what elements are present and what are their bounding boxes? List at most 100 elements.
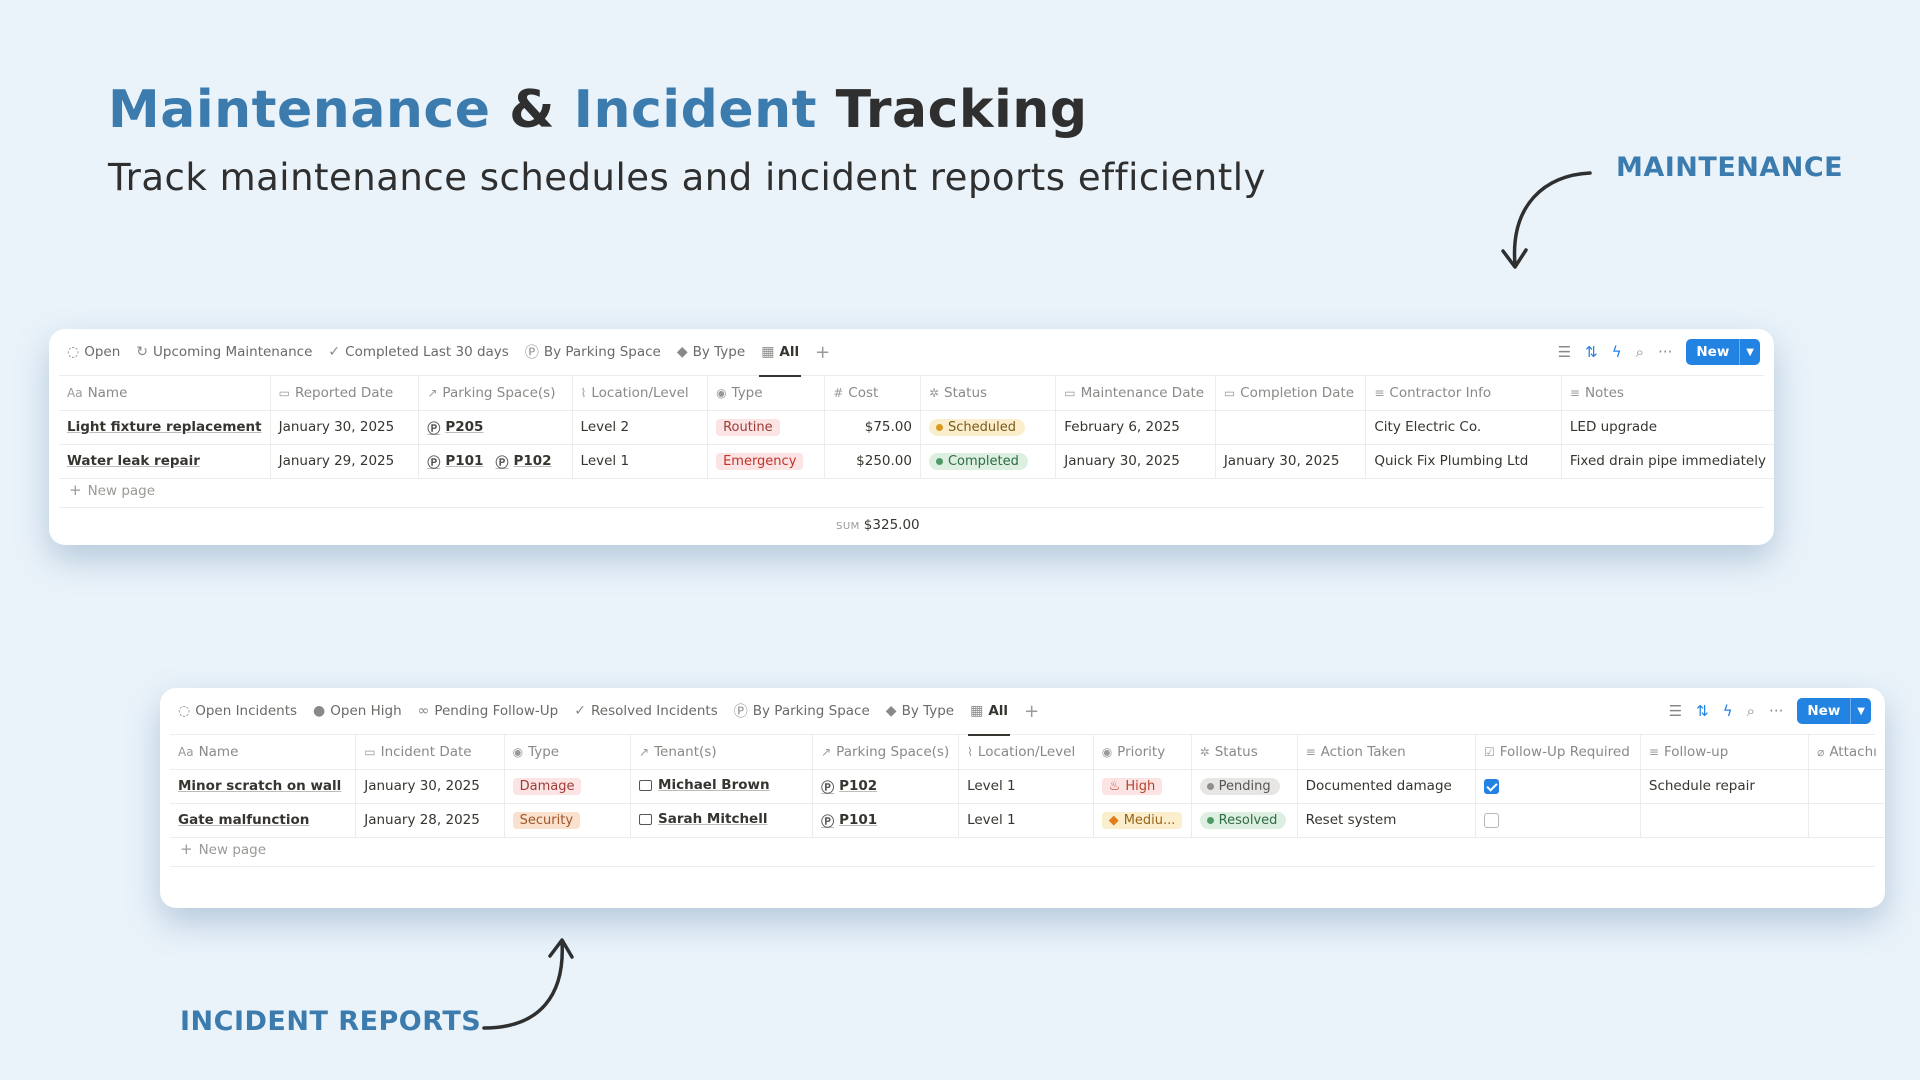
- row-attachments[interactable]: [1808, 803, 1885, 838]
- col-follow-up[interactable]: ≡ Follow-up: [1640, 735, 1810, 770]
- table-row[interactable]: Minor scratch on wall January 30, 2025 D…: [170, 769, 1885, 804]
- row-reported-date[interactable]: January 30, 2025: [270, 410, 420, 445]
- row-action-taken[interactable]: Reset system: [1297, 803, 1476, 838]
- tenant-link[interactable]: Sarah Mitchell: [639, 811, 767, 827]
- more-icon[interactable]: ···: [1769, 702, 1784, 720]
- row-completion-date[interactable]: [1215, 410, 1367, 445]
- row-name[interactable]: Water leak repair: [59, 444, 271, 479]
- row-status[interactable]: Completed: [920, 444, 1057, 479]
- follow-up-checkbox[interactable]: [1483, 778, 1499, 794]
- chevron-down-icon[interactable]: ▼: [1850, 698, 1871, 724]
- row-type[interactable]: Damage: [504, 769, 632, 804]
- row-level[interactable]: Level 2: [572, 410, 709, 445]
- row-reported-date[interactable]: January 29, 2025: [270, 444, 420, 479]
- tab-by-parking-space[interactable]: Ⓟ By Parking Space: [524, 344, 661, 361]
- tab-completed-last-30-days[interactable]: ✓ Completed Last 30 days: [328, 344, 509, 360]
- cost-sum[interactable]: SUM $325.00: [836, 517, 920, 533]
- row-follow-up[interactable]: [1640, 803, 1810, 838]
- row-maintenance-date[interactable]: January 30, 2025: [1055, 444, 1216, 479]
- table-row[interactable]: Light fixture replacement January 30, 20…: [59, 410, 1774, 445]
- search-icon[interactable]: ⌕: [1746, 702, 1756, 720]
- row-parking-spaces[interactable]: Ⓟ P101 Ⓟ P102: [418, 444, 573, 479]
- row-type[interactable]: Routine: [707, 410, 826, 445]
- new-page-button[interactable]: + New page: [180, 840, 267, 858]
- more-icon[interactable]: ···: [1658, 343, 1673, 361]
- row-name[interactable]: Light fixture replacement: [59, 410, 271, 445]
- parking-space-link[interactable]: Ⓟ P102: [821, 778, 878, 796]
- parking-space-link[interactable]: Ⓟ P101: [821, 812, 878, 830]
- col-notes[interactable]: ≡ Notes: [1561, 376, 1774, 411]
- tab-open-high[interactable]: ● Open High: [313, 703, 402, 719]
- row-type[interactable]: Security: [504, 803, 632, 838]
- row-priority[interactable]: ♨ High: [1093, 769, 1192, 804]
- row-tenant[interactable]: Sarah Mitchell: [630, 803, 814, 838]
- row-parking-spaces[interactable]: Ⓟ P205: [418, 410, 573, 445]
- col-maintenance-date[interactable]: ▭ Maintenance Date: [1055, 376, 1216, 411]
- row-follow-up[interactable]: Schedule repair: [1640, 769, 1810, 804]
- row-cost[interactable]: $75.00: [824, 410, 921, 445]
- row-contractor[interactable]: Quick Fix Plumbing Ltd: [1365, 444, 1562, 479]
- tab-by-parking-space[interactable]: Ⓟ By Parking Space: [733, 703, 870, 720]
- row-contractor[interactable]: City Electric Co.: [1365, 410, 1562, 445]
- follow-up-checkbox[interactable]: [1483, 812, 1499, 828]
- col-contractor-info[interactable]: ≡ Contractor Info: [1365, 376, 1562, 411]
- col-cost[interactable]: # Cost: [824, 376, 921, 411]
- col-follow-up-required[interactable]: ☑ Follow-Up Required: [1475, 735, 1641, 770]
- row-status[interactable]: Pending: [1191, 769, 1298, 804]
- filter-icon[interactable]: ☰: [1557, 343, 1572, 361]
- col-name[interactable]: Aa Name: [170, 735, 357, 770]
- col-status[interactable]: ✲ Status: [1191, 735, 1298, 770]
- row-parking-space[interactable]: Ⓟ P101: [812, 803, 960, 838]
- parking-space-link[interactable]: Ⓟ P102: [495, 453, 552, 471]
- row-level[interactable]: Level 1: [572, 444, 709, 479]
- chevron-down-icon[interactable]: ▼: [1739, 339, 1760, 365]
- automation-icon[interactable]: ϟ: [1722, 702, 1733, 720]
- tab-resolved-incidents[interactable]: ✓ Resolved Incidents: [574, 703, 718, 719]
- tab-by-type[interactable]: ◆ By Type: [885, 703, 955, 719]
- col-parking-spaces[interactable]: ↗ Parking Space(s): [812, 735, 960, 770]
- sort-icon[interactable]: ⇅: [1585, 343, 1598, 361]
- col-priority[interactable]: ◉ Priority: [1093, 735, 1192, 770]
- sort-icon[interactable]: ⇅: [1696, 702, 1709, 720]
- search-icon[interactable]: ⌕: [1635, 343, 1645, 361]
- row-completion-date[interactable]: January 30, 2025: [1215, 444, 1367, 479]
- filter-icon[interactable]: ☰: [1668, 702, 1683, 720]
- row-level[interactable]: Level 1: [958, 803, 1094, 838]
- col-reported-date[interactable]: ▭ Reported Date: [270, 376, 420, 411]
- col-location-level[interactable]: ⌇ Location/Level: [572, 376, 709, 411]
- row-name[interactable]: Minor scratch on wall: [170, 769, 357, 804]
- row-follow-up-required[interactable]: [1475, 769, 1641, 804]
- add-view-button[interactable]: +: [1024, 700, 1040, 722]
- row-level[interactable]: Level 1: [958, 769, 1094, 804]
- col-name[interactable]: Aa Name: [59, 376, 271, 411]
- col-incident-date[interactable]: ▭ Incident Date: [355, 735, 505, 770]
- row-incident-date[interactable]: January 30, 2025: [355, 769, 505, 804]
- row-notes[interactable]: LED upgrade: [1561, 410, 1774, 445]
- row-status[interactable]: Resolved: [1191, 803, 1298, 838]
- tab-all[interactable]: ▦ All: [962, 688, 1016, 736]
- row-action-taken[interactable]: Documented damage: [1297, 769, 1476, 804]
- row-maintenance-date[interactable]: February 6, 2025: [1055, 410, 1216, 445]
- new-button[interactable]: New ▼: [1797, 698, 1871, 724]
- new-button[interactable]: New ▼: [1686, 339, 1760, 365]
- col-status[interactable]: ✲ Status: [920, 376, 1057, 411]
- tab-pending-follow-up[interactable]: ∞ Pending Follow-Up: [417, 703, 559, 719]
- tab-by-type[interactable]: ◆ By Type: [676, 344, 746, 360]
- col-location-level[interactable]: ⌇ Location/Level: [958, 735, 1094, 770]
- col-attachments[interactable]: ⌀ Attachı: [1808, 735, 1885, 770]
- row-tenant[interactable]: Michael Brown: [630, 769, 814, 804]
- parking-space-link[interactable]: Ⓟ P101: [427, 453, 484, 471]
- tenant-link[interactable]: Michael Brown: [639, 777, 770, 793]
- parking-space-link[interactable]: Ⓟ P205: [427, 419, 484, 437]
- row-type[interactable]: Emergency: [707, 444, 826, 479]
- row-cost[interactable]: $250.00: [824, 444, 921, 479]
- row-status[interactable]: Scheduled: [920, 410, 1057, 445]
- col-type[interactable]: ◉ Type: [504, 735, 632, 770]
- table-row[interactable]: Gate malfunction January 28, 2025 Securi…: [170, 803, 1885, 838]
- automation-icon[interactable]: ϟ: [1611, 343, 1622, 361]
- col-type[interactable]: ◉ Type: [707, 376, 826, 411]
- table-row[interactable]: Water leak repair January 29, 2025 Ⓟ P101…: [59, 444, 1774, 479]
- row-name[interactable]: Gate malfunction: [170, 803, 357, 838]
- tab-upcoming-maintenance[interactable]: ↻ Upcoming Maintenance: [136, 344, 313, 360]
- col-parking-spaces[interactable]: ↗ Parking Space(s): [418, 376, 573, 411]
